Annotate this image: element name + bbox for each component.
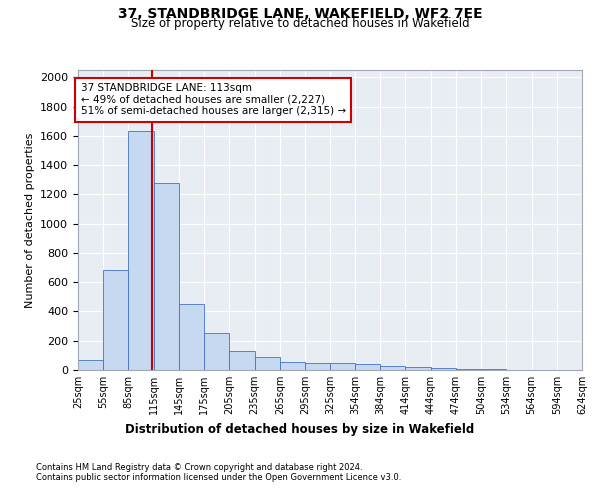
Text: Contains HM Land Registry data © Crown copyright and database right 2024.: Contains HM Land Registry data © Crown c… <box>36 464 362 472</box>
Bar <box>305 364 331 370</box>
Bar <box>204 334 229 370</box>
Bar <box>78 360 103 370</box>
Text: 37 STANDBRIDGE LANE: 113sqm
← 49% of detached houses are smaller (2,227)
51% of : 37 STANDBRIDGE LANE: 113sqm ← 49% of det… <box>80 83 346 116</box>
Bar <box>154 182 179 370</box>
Bar <box>179 304 204 370</box>
Y-axis label: Number of detached properties: Number of detached properties <box>25 132 35 308</box>
Bar <box>355 364 380 370</box>
Bar <box>431 368 456 370</box>
Bar <box>128 132 154 370</box>
Text: Contains public sector information licensed under the Open Government Licence v3: Contains public sector information licen… <box>36 474 401 482</box>
Bar <box>456 368 481 370</box>
Text: Size of property relative to detached houses in Wakefield: Size of property relative to detached ho… <box>131 18 469 30</box>
Text: 37, STANDBRIDGE LANE, WAKEFIELD, WF2 7EE: 37, STANDBRIDGE LANE, WAKEFIELD, WF2 7EE <box>118 8 482 22</box>
Bar <box>229 351 254 370</box>
Bar <box>103 270 128 370</box>
Bar <box>254 357 280 370</box>
Bar <box>380 366 406 370</box>
Bar <box>406 367 431 370</box>
Bar <box>331 364 355 370</box>
Text: Distribution of detached houses by size in Wakefield: Distribution of detached houses by size … <box>125 422 475 436</box>
Bar <box>280 362 305 370</box>
